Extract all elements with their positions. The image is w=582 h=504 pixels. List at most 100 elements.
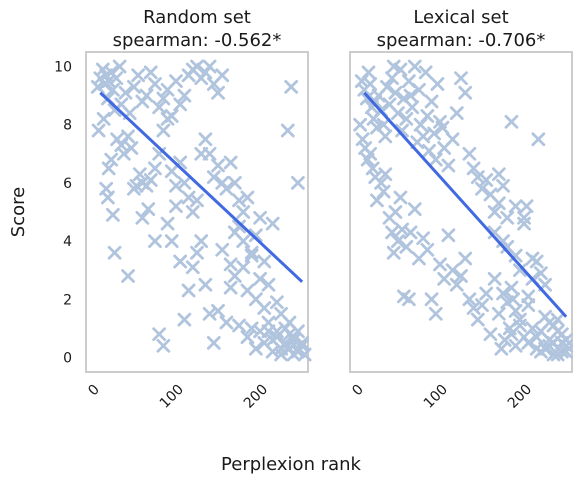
y-tick-label: 10 bbox=[54, 60, 72, 76]
y-tick-labels: 0 2 4 6 8 10 bbox=[54, 60, 72, 367]
data-point bbox=[223, 280, 238, 295]
data-point bbox=[253, 210, 267, 225]
data-point bbox=[280, 123, 295, 138]
x-tick-label: 200 bbox=[241, 382, 271, 412]
data-point bbox=[508, 248, 523, 263]
data-point bbox=[517, 210, 531, 225]
data-point bbox=[427, 126, 441, 141]
data-point bbox=[274, 347, 288, 362]
regression-line bbox=[99, 91, 304, 283]
data-point bbox=[422, 144, 436, 158]
data-point bbox=[504, 114, 519, 129]
data-point bbox=[441, 158, 456, 173]
data-point bbox=[169, 74, 183, 88]
data-point bbox=[118, 85, 133, 100]
data-point bbox=[257, 301, 272, 315]
data-point bbox=[236, 205, 251, 219]
data-point bbox=[500, 210, 515, 225]
data-point bbox=[107, 245, 122, 260]
data-point bbox=[445, 132, 460, 147]
data-point bbox=[173, 97, 188, 112]
data-point bbox=[121, 129, 135, 144]
data-point bbox=[428, 306, 443, 321]
data-point bbox=[253, 272, 267, 286]
y-tick-label: 4 bbox=[63, 234, 72, 250]
data-point bbox=[139, 88, 154, 103]
data-point bbox=[194, 234, 209, 248]
data-point bbox=[475, 181, 489, 196]
data-point bbox=[232, 219, 246, 234]
data-point bbox=[403, 225, 418, 240]
data-point bbox=[353, 117, 367, 132]
data-point bbox=[265, 333, 280, 347]
data-point bbox=[462, 292, 477, 307]
data-point bbox=[466, 161, 481, 176]
data-point bbox=[506, 292, 521, 307]
data-point bbox=[198, 277, 213, 292]
y-tick-label: 8 bbox=[63, 118, 72, 134]
data-point bbox=[361, 65, 376, 80]
data-point bbox=[269, 324, 284, 339]
data-point bbox=[559, 344, 574, 359]
data-point bbox=[143, 173, 158, 187]
panel-title-line2: spearman: -0.562* bbox=[113, 30, 282, 51]
data-point bbox=[106, 82, 120, 97]
data-point bbox=[376, 184, 391, 199]
data-point bbox=[533, 344, 548, 359]
data-point bbox=[502, 321, 517, 336]
data-point bbox=[546, 347, 561, 362]
data-point bbox=[491, 196, 506, 211]
y-tick-label: 0 bbox=[63, 350, 72, 366]
data-point bbox=[449, 106, 464, 120]
data-point bbox=[385, 225, 399, 240]
data-point bbox=[491, 306, 506, 321]
data-point bbox=[257, 254, 272, 269]
data-point bbox=[223, 257, 238, 272]
data-point bbox=[378, 167, 393, 182]
data-point bbox=[223, 155, 238, 170]
data-point bbox=[177, 312, 192, 327]
data-point bbox=[177, 88, 192, 103]
data-point bbox=[420, 242, 435, 257]
data-point bbox=[190, 193, 204, 208]
data-point bbox=[393, 190, 408, 205]
data-point bbox=[388, 205, 403, 219]
data-point bbox=[483, 327, 498, 342]
data-point bbox=[211, 304, 225, 318]
panel-lexical-set: Lexical set spearman: -0.706* 0 100 200 bbox=[349, 7, 574, 412]
data-point bbox=[284, 80, 299, 94]
data-point bbox=[454, 269, 468, 283]
data-point bbox=[232, 318, 246, 333]
data-point bbox=[454, 71, 468, 86]
data-point bbox=[487, 205, 502, 219]
data-point bbox=[386, 245, 401, 260]
data-point bbox=[370, 193, 384, 208]
data-point bbox=[521, 289, 536, 304]
data-point bbox=[100, 190, 115, 205]
data-point bbox=[156, 91, 171, 106]
data-point bbox=[424, 292, 439, 307]
data-point bbox=[297, 347, 312, 362]
data-point bbox=[542, 333, 557, 347]
data-point bbox=[206, 170, 221, 184]
data-point bbox=[458, 251, 473, 266]
data-point bbox=[112, 59, 127, 74]
data-point bbox=[202, 59, 217, 74]
data-point bbox=[282, 315, 297, 330]
y-tick-label: 2 bbox=[63, 292, 72, 308]
data-point bbox=[441, 228, 456, 243]
data-point bbox=[533, 266, 548, 280]
data-point bbox=[395, 123, 410, 138]
data-point bbox=[244, 248, 259, 263]
data-point bbox=[215, 242, 230, 257]
scatter-points bbox=[353, 59, 574, 362]
data-point bbox=[504, 280, 519, 295]
data-point bbox=[173, 254, 188, 269]
data-point bbox=[148, 234, 162, 248]
data-point bbox=[508, 304, 523, 318]
data-point bbox=[198, 132, 213, 147]
data-point bbox=[104, 152, 119, 167]
data-point bbox=[512, 318, 527, 333]
data-point bbox=[449, 277, 464, 292]
